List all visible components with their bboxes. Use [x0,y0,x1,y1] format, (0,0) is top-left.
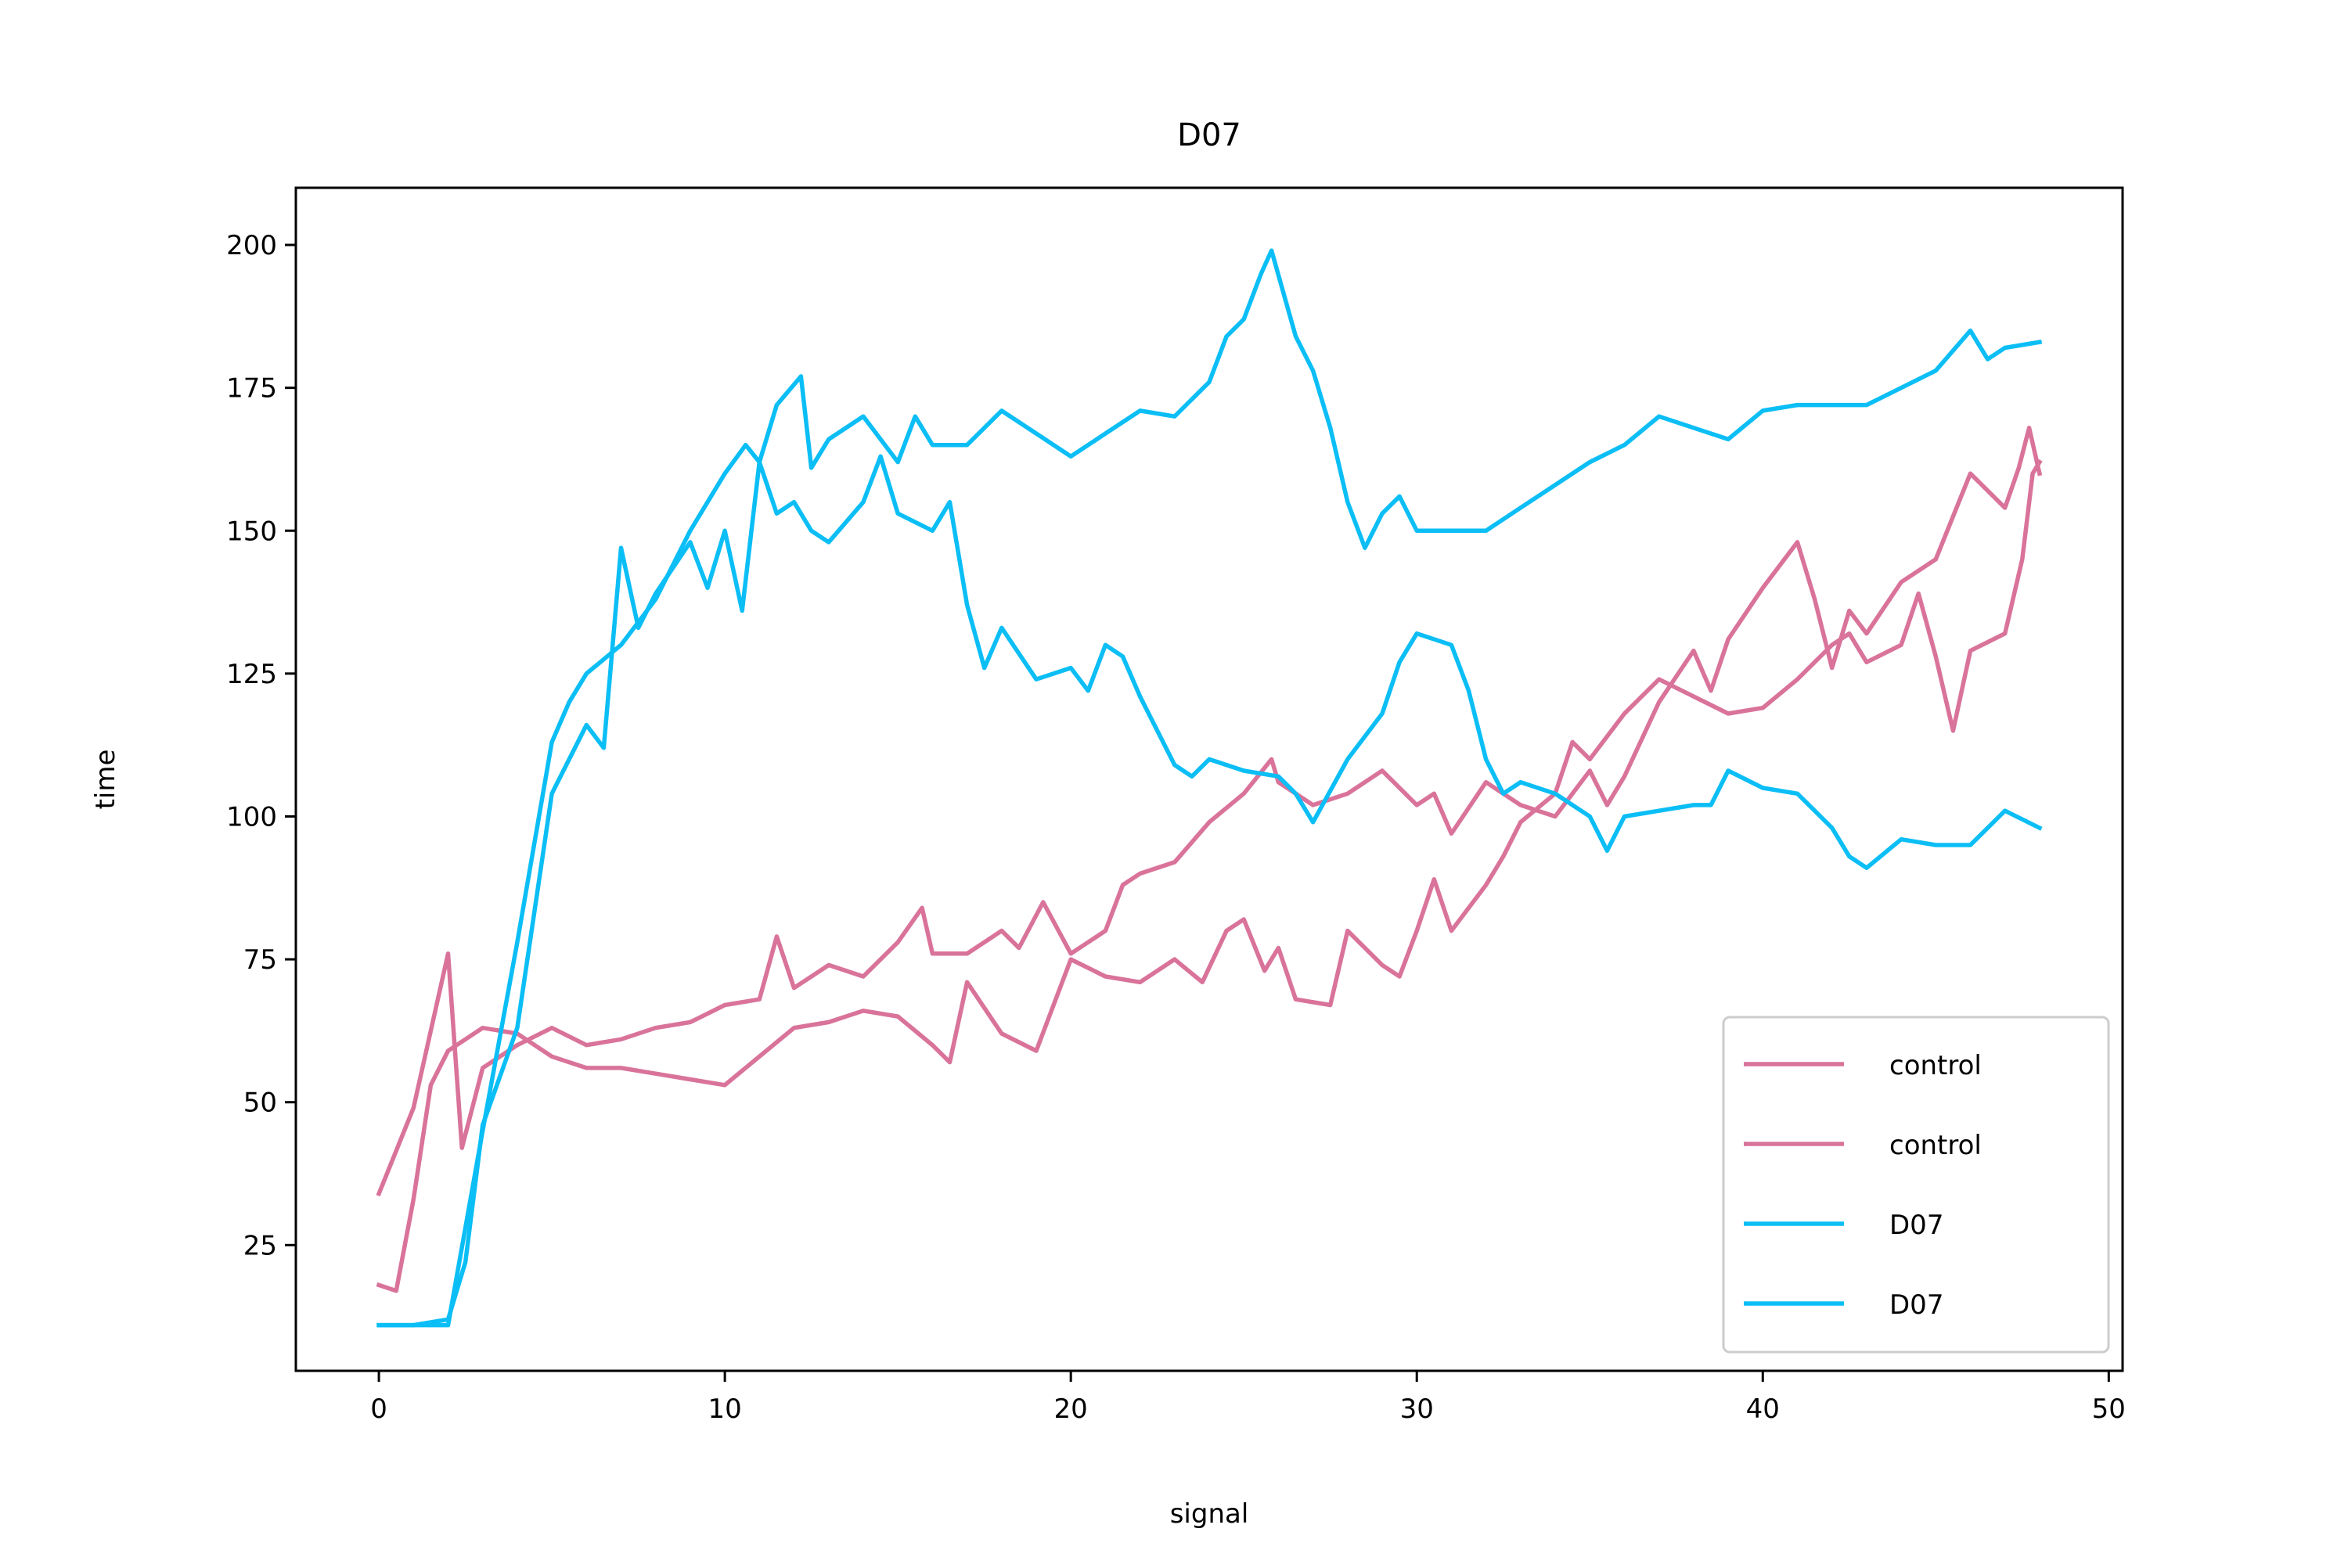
plot-frame [294,186,2124,1372]
y-axis: 25 50 75 100 125 150 175 200 [226,230,296,1261]
x-tick-label: 0 [370,1394,387,1425]
y-axis-label: time [90,750,121,810]
legend-label: D07 [1889,1210,1943,1241]
x-tick-label: 20 [1054,1394,1088,1425]
series-line-4 [376,248,2043,1328]
legend-box [1722,1016,2110,1354]
x-tick-label: 50 [2092,1394,2126,1425]
x-tick-label: 10 [708,1394,742,1425]
y-tick-label: 175 [226,373,277,405]
chart-title: D07 [1177,117,1241,153]
series-line-2 [376,459,2043,1293]
series-line-1 [376,426,2043,1197]
y-tick-label: 50 [243,1088,277,1119]
legend-label: control [1889,1130,1982,1161]
x-axis-label: signal [1170,1498,1249,1530]
legend: control control D07 D07 [1722,1016,2110,1354]
y-tick-label: 125 [226,659,277,690]
y-tick-label: 75 [243,944,277,976]
legend-label: D07 [1889,1289,1943,1321]
y-tick-label: 25 [243,1230,277,1261]
y-tick-label: 100 [226,801,277,833]
y-tick-label: 150 [226,516,277,547]
x-axis: 0 10 20 30 40 50 [370,1371,2126,1425]
series-layer [376,248,2043,1328]
x-tick-label: 40 [1746,1394,1780,1425]
y-tick-label: 200 [226,230,277,261]
x-tick-label: 30 [1400,1394,1434,1425]
legend-label: control [1889,1050,1982,1081]
